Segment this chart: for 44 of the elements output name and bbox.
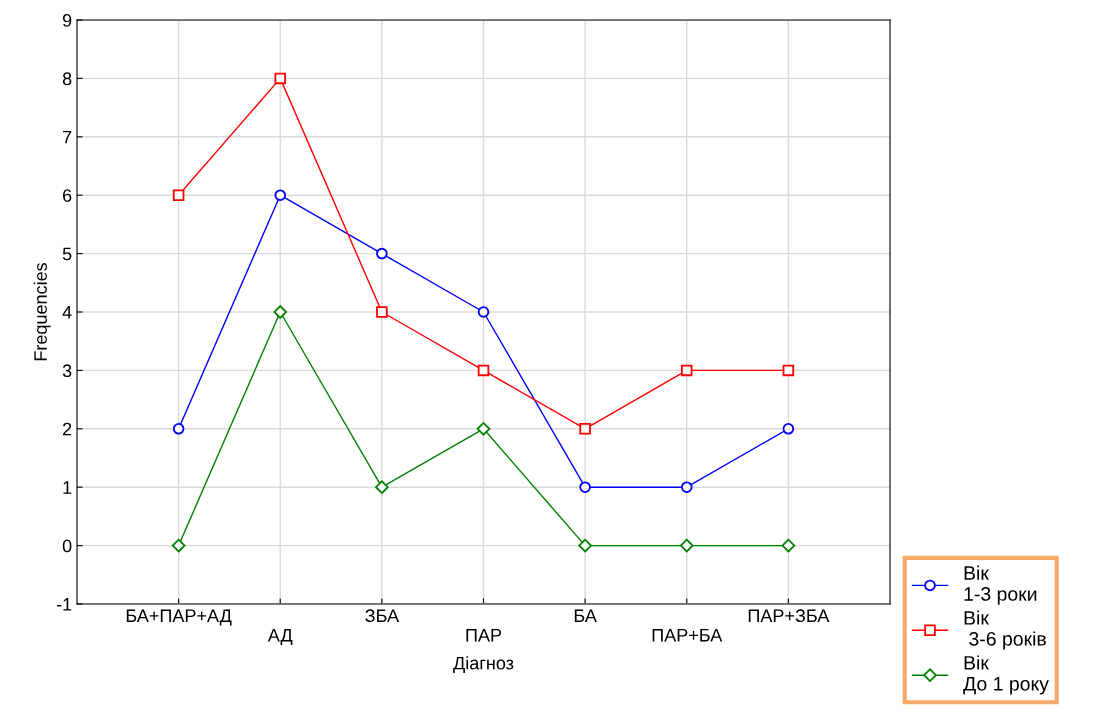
x-tick-label: АД [267, 628, 293, 645]
point [579, 481, 591, 493]
legend-label: Вік 3-6 років [964, 610, 1046, 650]
x-axis-title: Діагноз [453, 656, 514, 673]
point [375, 480, 389, 494]
y-tick-label: 1 [63, 481, 72, 494]
y-tick-label: 9 [62, 13, 72, 27]
legend-label: Вік До 1 року [963, 655, 1049, 695]
point [679, 538, 694, 553]
point [477, 364, 490, 377]
point [376, 306, 388, 318]
point [274, 189, 287, 201]
point [274, 72, 287, 85]
y-tick-label: 5 [62, 247, 72, 261]
point [172, 189, 185, 201]
point [172, 423, 185, 435]
y-tick-label: 2 [63, 422, 72, 436]
y-tick-label: 6 [63, 189, 72, 202]
point [376, 247, 388, 260]
y-tick-label: 8 [62, 72, 72, 86]
point [476, 422, 491, 436]
x-tick-label: БА+ПАР+АД [126, 609, 232, 626]
point [477, 306, 490, 318]
point [781, 538, 796, 553]
y-tick-label: 7 [63, 130, 72, 144]
x-tick-label: ЗБА [365, 609, 400, 623]
y-axis-title: Frequencies [33, 262, 51, 361]
legend-label: Вік 1-3 роки [964, 565, 1037, 605]
point [171, 538, 186, 553]
y-tick-label: 4 [62, 306, 72, 319]
point [680, 481, 693, 493]
y-tick-label: -1 [56, 598, 72, 611]
point [579, 423, 591, 435]
point [578, 538, 592, 553]
x-tick-label: БА [574, 609, 597, 622]
x-tick-label: ПАР+ЗБА [748, 609, 830, 623]
point [680, 364, 693, 377]
x-tick-label: ПАР+БА [652, 628, 723, 642]
point [782, 423, 795, 435]
y-tick-label: 3 [62, 364, 72, 378]
x-tick-label: ПАР [466, 628, 502, 642]
point [782, 364, 795, 377]
y-tick-label: 0 [62, 539, 72, 553]
point [273, 305, 288, 319]
